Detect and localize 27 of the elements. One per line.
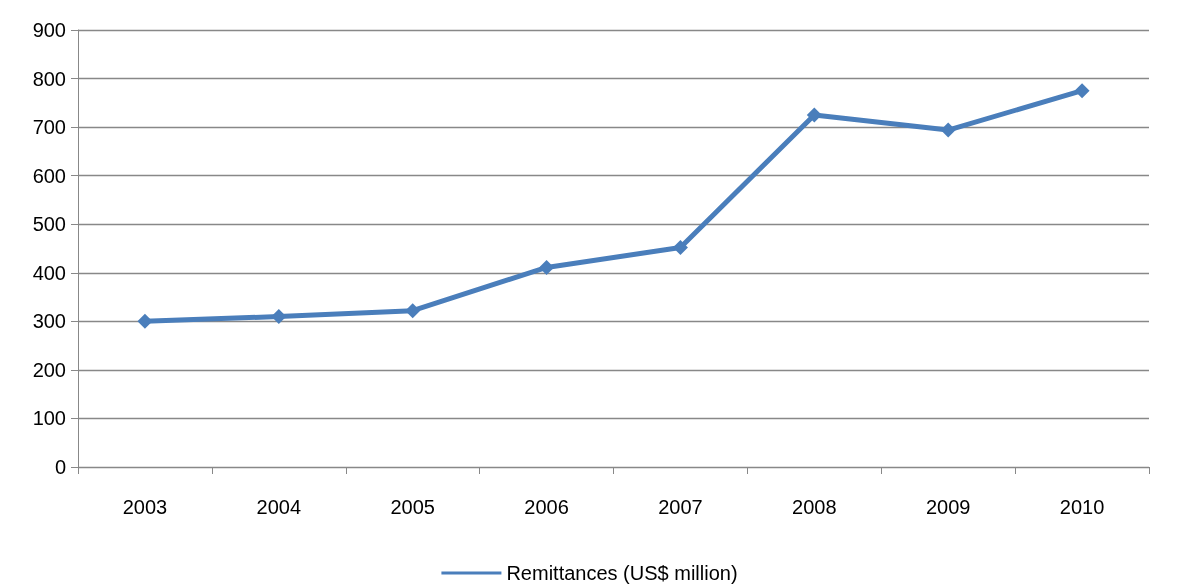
x-tick-label: 2010 [1059, 496, 1105, 518]
y-tick-label: 500 [32, 213, 66, 236]
y-tick-label: 900 [32, 19, 66, 41]
x-tick-label: 2003 [122, 496, 168, 518]
legend-label: Remittances (US$ million) [506, 562, 738, 584]
point [405, 303, 421, 319]
y-tick-label: 0 [54, 456, 66, 478]
point [137, 313, 153, 329]
y-tick-label: 600 [32, 164, 66, 187]
point [539, 259, 555, 275]
point [940, 122, 956, 138]
x-tick-label: 2004 [256, 496, 302, 518]
x-tick-label: 2008 [792, 496, 837, 518]
x-tick-label: 2009 [925, 496, 971, 518]
x-tick-label: 2006 [524, 496, 569, 518]
y-tick-label: 200 [32, 358, 66, 381]
point [1074, 83, 1090, 99]
y-tick-label: 700 [32, 116, 66, 139]
point [806, 107, 822, 123]
y-tick-label: 800 [32, 67, 66, 90]
point [672, 240, 688, 256]
point [271, 308, 287, 324]
x-tick-label: 2005 [390, 496, 435, 518]
x-tick-label: 2007 [658, 496, 703, 518]
y-tick-label: 300 [32, 310, 66, 333]
y-tick-label: 100 [32, 407, 66, 430]
y-tick-label: 400 [32, 261, 66, 284]
